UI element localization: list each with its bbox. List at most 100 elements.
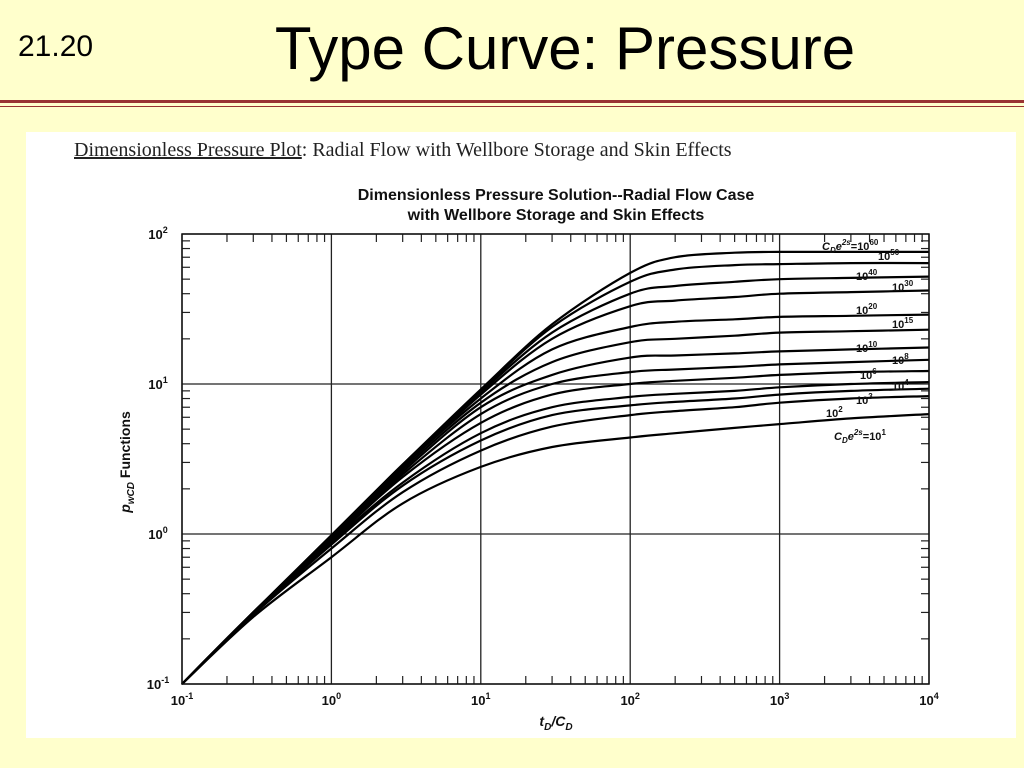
curve-label-sup: 2s bbox=[841, 238, 851, 247]
x-tick-label-exp: 4 bbox=[934, 691, 939, 701]
y-axis-label-sub: wCD bbox=[126, 482, 137, 504]
curve-label-c: C bbox=[822, 241, 831, 253]
curve-label: 102 bbox=[826, 405, 843, 420]
x-axis-label-base: t bbox=[539, 713, 545, 729]
x-tick-label-exp: 1 bbox=[486, 691, 491, 701]
grid bbox=[181, 233, 930, 685]
curve-label-exp: 15 bbox=[904, 316, 913, 325]
curve-11 bbox=[181, 387, 930, 685]
y-tick-label-base: 10 bbox=[148, 377, 162, 392]
minor-ticks bbox=[182, 234, 929, 684]
slide-number: 21.20 bbox=[18, 30, 94, 63]
curve-label-base: 10 bbox=[892, 282, 904, 294]
curve-10 bbox=[181, 381, 930, 685]
x-tick-label: 102 bbox=[620, 691, 639, 708]
curve-label: 1030 bbox=[892, 279, 914, 294]
curve-label-exp: 6 bbox=[872, 367, 877, 376]
curve-5 bbox=[181, 313, 930, 685]
curve-7 bbox=[181, 346, 930, 685]
curve-label-exp: 60 bbox=[869, 238, 878, 247]
x-tick-label-base: 10 bbox=[620, 693, 634, 708]
curve-label-e: e bbox=[836, 241, 842, 253]
y-tick-label-exp: 1 bbox=[163, 375, 168, 385]
curve-labels: CDe2s=1060105010401030102010151010108106… bbox=[822, 238, 914, 445]
y-tick-label-base: 10 bbox=[148, 227, 162, 242]
curve-label-exp: 3 bbox=[868, 392, 873, 401]
curve-label-base: 10 bbox=[856, 343, 868, 355]
panel-heading-rest: : Radial Flow with Wellbore Storage and … bbox=[301, 139, 732, 161]
curve-label: CDe2s=101 bbox=[834, 428, 886, 445]
curve-label-eq: =10 bbox=[863, 431, 882, 443]
panel-heading-underlined: Dimensionless Pressure Plot bbox=[74, 139, 302, 161]
x-axis-label-mid: /C bbox=[550, 713, 566, 729]
curve-8 bbox=[181, 358, 930, 685]
curve-label-exp: 2 bbox=[838, 405, 843, 414]
curve-label-base: 10 bbox=[892, 355, 904, 367]
curve-label: CDe2s=1060 bbox=[822, 238, 879, 255]
x-tick-label-base: 10 bbox=[171, 693, 185, 708]
curve-label-base: 10 bbox=[878, 251, 890, 263]
y-tick-label-exp: 2 bbox=[163, 225, 168, 235]
x-tick-label-exp: 0 bbox=[336, 691, 341, 701]
curve-label-e: e bbox=[848, 431, 854, 443]
x-tick-label-base: 10 bbox=[770, 693, 784, 708]
x-axis-label-sub1: D bbox=[544, 722, 551, 733]
curve-13 bbox=[181, 413, 930, 685]
slide-title: Type Curve: Pressure bbox=[274, 15, 856, 82]
curve-label-base: 10 bbox=[856, 271, 868, 283]
curve-label-exp: 20 bbox=[868, 302, 877, 311]
curve-label-base: 10 bbox=[892, 319, 904, 331]
x-tick-label-base: 10 bbox=[919, 693, 933, 708]
curve-label: 1020 bbox=[856, 302, 878, 317]
curve-label-eq: =10 bbox=[851, 241, 870, 253]
curve-label-base: 10 bbox=[826, 408, 838, 420]
curve-label-exp: 1 bbox=[881, 428, 886, 437]
curve-label-base: 10 bbox=[892, 381, 904, 393]
curve-label-base: 10 bbox=[856, 395, 868, 407]
y-tick-label: 100 bbox=[148, 525, 167, 542]
curve-label-sup: 2s bbox=[853, 428, 863, 437]
curves bbox=[181, 250, 930, 685]
curve-label-exp: 4 bbox=[904, 378, 909, 387]
x-tick-label-base: 10 bbox=[322, 693, 336, 708]
curve-label-exp: 40 bbox=[868, 268, 877, 277]
y-axis-label-base: p bbox=[117, 504, 133, 514]
y-tick-label: 102 bbox=[148, 225, 167, 242]
x-tick-label-exp: 2 bbox=[635, 691, 640, 701]
x-tick-labels: 10-1 100 101 102 103 104 bbox=[171, 691, 939, 708]
x-tick-label: 104 bbox=[919, 691, 938, 708]
curve-label-exp: 10 bbox=[868, 340, 877, 349]
title-rule-thick bbox=[0, 100, 1024, 103]
y-tick-label-base: 10 bbox=[148, 527, 162, 542]
y-tick-label-exp: -1 bbox=[161, 675, 169, 685]
curve-label: 1040 bbox=[856, 268, 878, 283]
curve-label-base: 10 bbox=[856, 305, 868, 317]
plot-frame bbox=[181, 233, 930, 685]
curve-label-exp: 8 bbox=[904, 352, 909, 361]
y-tick-label-exp: 0 bbox=[163, 525, 168, 535]
title-rule-thin bbox=[0, 106, 1024, 107]
x-tick-label: 103 bbox=[770, 691, 789, 708]
curve-label-sub: D bbox=[830, 246, 836, 255]
chart-title: Dimensionless Pressure Solution--Radial … bbox=[358, 187, 755, 204]
y-tick-label: 10-1 bbox=[147, 675, 169, 692]
y-axis-label: pwCD Functions bbox=[117, 411, 137, 514]
curve-12 bbox=[181, 395, 930, 685]
x-tick-label: 100 bbox=[322, 691, 341, 708]
y-axis-label-rest: Functions bbox=[117, 411, 133, 482]
curve-label: 1010 bbox=[856, 340, 878, 355]
x-axis-label: tD/CD bbox=[539, 713, 572, 733]
curve-label-sub: D bbox=[842, 436, 848, 445]
curve-label-c: C bbox=[834, 431, 843, 443]
chart-panel: Dimensionless Pressure Plot: Radial Flow… bbox=[26, 132, 1016, 738]
curve-label-exp: 30 bbox=[904, 279, 913, 288]
y-tick-label-base: 10 bbox=[147, 677, 161, 692]
x-tick-label: 10-1 bbox=[171, 691, 193, 708]
y-tick-label: 101 bbox=[148, 375, 167, 392]
curve-label: 108 bbox=[892, 352, 909, 367]
x-tick-label-base: 10 bbox=[471, 693, 485, 708]
x-tick-label-exp: -1 bbox=[185, 691, 193, 701]
curve-label: 104 bbox=[892, 378, 909, 393]
curve-9 bbox=[181, 369, 930, 685]
